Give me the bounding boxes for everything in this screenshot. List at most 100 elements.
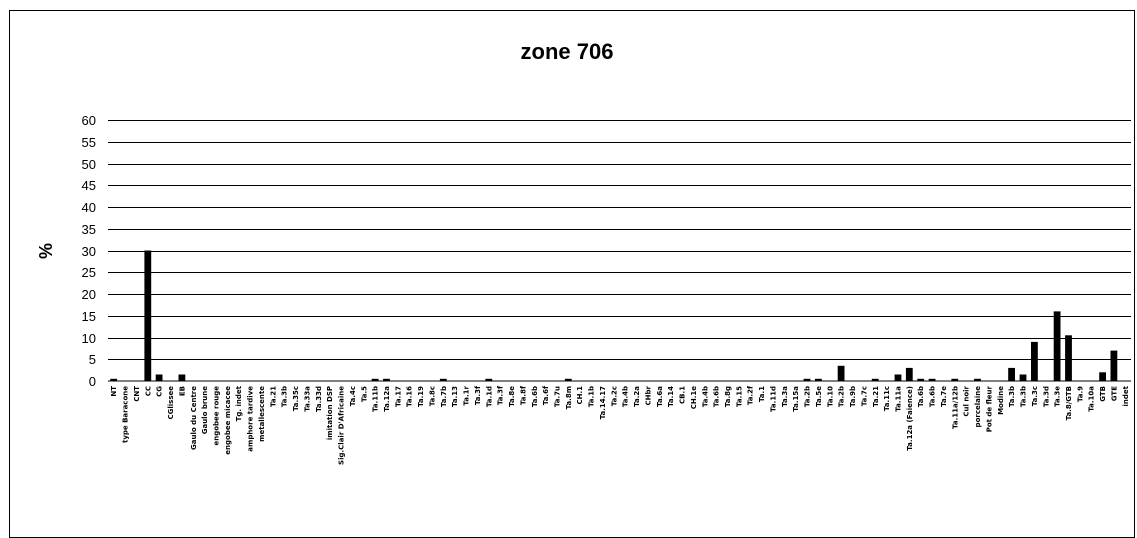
x-tick-label: Ta.17 — [394, 386, 402, 407]
x-tick-label: Ta.1 — [758, 386, 766, 402]
x-tick-label: engobee micacee — [224, 386, 232, 455]
y-tick-label: 50 — [82, 157, 96, 172]
x-tick-label: Ta.8m — [565, 386, 573, 409]
x-tick-label: Cul noir — [963, 385, 971, 416]
y-tick-label: 40 — [82, 200, 96, 215]
bar — [1008, 367, 1015, 381]
x-tick-label: Ta.3b — [1008, 386, 1016, 407]
x-tick-label: Ta.6b — [713, 386, 721, 407]
x-tick-label: Ta.2f — [747, 385, 755, 405]
x-tick-label: Ta.33a — [303, 386, 311, 412]
bar — [383, 378, 390, 381]
x-tick-label: imitation DSP — [326, 386, 334, 440]
x-tick-label: Ta.35c — [292, 386, 300, 411]
x-tick-label: Sig.Clair D'Africaine — [338, 386, 346, 465]
chart-frame — [9, 10, 1135, 538]
y-tick-label: 20 — [82, 287, 96, 302]
bar — [1110, 350, 1118, 381]
x-tick-label: Ta.1r — [463, 385, 471, 405]
x-tick-label: Ta.19 — [417, 386, 425, 407]
x-tick-label: Ta.6b — [917, 386, 925, 407]
x-tick-label: porcelaine — [974, 386, 982, 428]
x-tick-label: amphore tardive — [247, 386, 255, 452]
x-tick-label: Ta.3c — [1031, 386, 1039, 406]
x-tick-label: Ta.8c — [428, 386, 436, 406]
bar — [1099, 372, 1106, 381]
bar — [894, 374, 902, 381]
bar — [564, 378, 572, 381]
bar — [928, 378, 936, 381]
y-tick-label: 15 — [82, 309, 96, 324]
bar — [439, 378, 447, 381]
x-tick-label: Ta.3f — [474, 385, 482, 405]
bars — [110, 250, 1118, 381]
bar — [951, 378, 959, 381]
x-tick-label: Ta.16 — [406, 386, 414, 407]
x-tick-labels: NT type Baracone CNT CC CG CGlissee EB Gaulo du… — [110, 385, 1130, 465]
x-tick-label: Ta.15a — [792, 386, 800, 412]
y-axis-label: % — [36, 243, 56, 259]
x-tick-label: Ta.9b — [849, 386, 857, 407]
bar — [1019, 374, 1027, 381]
x-tick-label: Ta.8g — [724, 386, 732, 407]
x-tick-label: Ta.3f — [497, 385, 505, 405]
bar — [110, 378, 118, 381]
x-tick-label: Ta.7u — [554, 386, 562, 407]
bar — [178, 374, 186, 381]
x-tick-label: CH.1 — [576, 386, 584, 405]
bar — [1053, 311, 1061, 381]
bar — [871, 378, 879, 381]
bar — [155, 374, 163, 381]
x-tick-label: Ta.2c — [610, 386, 618, 406]
x-tick-label: Ta.7b — [440, 386, 448, 407]
y-tick-label: 45 — [82, 178, 96, 193]
x-tick-label: CNT — [133, 386, 141, 402]
x-tick-label: type Baracone — [122, 386, 130, 443]
x-tick-label: Ta.9 — [1076, 386, 1084, 402]
bar — [1065, 335, 1072, 381]
x-tick-label: Ta.3b — [281, 386, 289, 407]
bar — [485, 378, 493, 381]
x-tick-label: NT — [110, 386, 118, 397]
x-tick-label: Ta.5e — [815, 386, 823, 407]
x-tick-label: Ta.8/GTB — [1065, 386, 1073, 420]
x-tick-label: Ta.11a — [895, 386, 903, 412]
x-tick-label: GTE — [1111, 386, 1119, 401]
y-tick-label: 10 — [82, 331, 96, 346]
x-tick-label: Gaulo du Centre — [190, 386, 198, 450]
bar — [974, 378, 981, 381]
x-tick-label: Ta.4c — [349, 386, 357, 406]
y-tick-labels: 0 5 10 15 20 25 30 35 40 45 50 55 60 — [82, 113, 96, 389]
x-tick-label: Ta.6b — [531, 386, 539, 407]
y-tick-label: 35 — [82, 222, 96, 237]
bar — [815, 378, 822, 381]
x-tick-label: Ta.6a — [656, 386, 664, 407]
x-tick-label: Ta.1b — [588, 386, 596, 407]
x-tick-label: Ta.10a — [1088, 386, 1096, 412]
x-tick-label: metallescente — [258, 386, 266, 442]
x-tick-label: Ta.11c — [883, 386, 891, 411]
x-tick-label: CG — [156, 386, 164, 397]
x-tick-label: Ta.3b — [1020, 386, 1028, 407]
x-tick-label: Ta.5 — [360, 386, 368, 402]
x-tick-label: Ta.6b — [929, 386, 937, 407]
x-tick-label: Ta.21 — [872, 386, 880, 407]
x-tick-label: Ta.13 — [451, 386, 459, 407]
y-tick-label: 25 — [82, 265, 96, 280]
x-tick-label: Ta.4b — [701, 386, 709, 407]
x-tick-label: Ta.2b — [804, 386, 812, 407]
x-tick-label: Ta.15 — [735, 386, 743, 407]
x-tick-label: CH.1e — [690, 386, 698, 410]
x-tick-label: indet — [1122, 385, 1130, 406]
x-tick-label: Ta.14 — [667, 386, 675, 407]
chart-title: zone 706 — [521, 39, 614, 64]
x-tick-label: Ta.12a (Faience) — [906, 386, 914, 451]
x-tick-label: Gaulo brune — [201, 386, 209, 435]
x-tick-label: Ta.21 — [269, 386, 277, 407]
bar — [144, 250, 152, 381]
y-tick-label: 55 — [82, 135, 96, 150]
x-tick-label: Ta.2a — [633, 386, 641, 407]
y-tick-label: 60 — [82, 113, 96, 128]
x-tick-label: GTB — [1099, 386, 1107, 402]
bar — [803, 378, 811, 381]
